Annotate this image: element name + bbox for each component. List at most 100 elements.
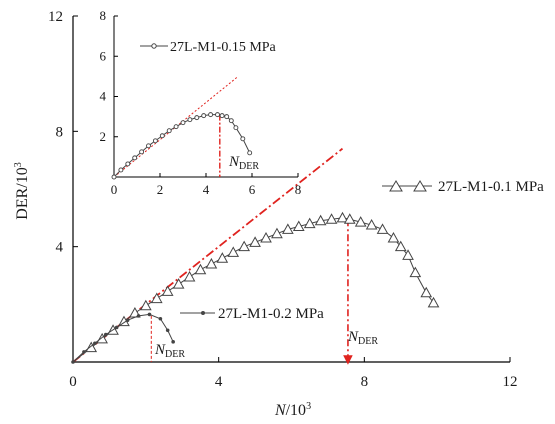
series-0-15-mpa xyxy=(111,112,253,180)
x-axis-title-exp: 3 xyxy=(306,401,311,412)
series-0-1-mpa-point xyxy=(282,223,294,234)
series-0-2-mpa-point xyxy=(125,318,130,322)
series-0-1-mpa-point xyxy=(161,285,174,296)
series-0-1-mpa-point xyxy=(409,266,422,278)
series-0-15-mpa-point xyxy=(233,125,239,131)
legend-triangle-marker xyxy=(413,180,427,192)
series-0-2-mpa xyxy=(71,312,175,364)
legend-0-15-mpa: 27L-M1-0.15 MPa xyxy=(140,40,277,55)
series-0-1-mpa-point xyxy=(314,214,327,226)
n-der-main-sub: DER xyxy=(358,336,378,347)
series-0-15-mpa-point xyxy=(219,113,225,119)
main-ticks: 0 4 8 12 4 8 12 xyxy=(48,9,518,390)
series-0-1-mpa-point xyxy=(205,257,218,269)
inset-x-tick-label: 2 xyxy=(157,182,164,197)
inset-x-tick-label: 4 xyxy=(203,182,210,197)
series-0-2-mpa-point xyxy=(82,350,86,354)
series-0-15-mpa-line xyxy=(113,114,251,178)
series-0-1-mpa-point xyxy=(387,231,400,243)
y-tick-label: 12 xyxy=(48,9,63,25)
legend-dot-marker xyxy=(201,311,205,315)
x-axis-title-unit: /10 xyxy=(286,402,306,419)
series-0-1-mpa-point xyxy=(271,227,283,239)
svg-text:DER/103: DER/103 xyxy=(13,162,31,219)
series-0-1-mpa-point xyxy=(303,217,316,229)
series-0-15-mpa-point xyxy=(139,149,145,155)
y-axis-title-exp: 3 xyxy=(13,162,24,167)
n-der-main-var: N xyxy=(347,329,359,345)
x-tick-label: 12 xyxy=(503,374,518,390)
series-0-1-mpa-point xyxy=(216,252,229,263)
series-0-1-mpa-point xyxy=(194,263,207,275)
y-axis-title: DER/103 xyxy=(13,162,31,219)
legend-label-0-15-mpa: 27L-M1-0.15 MPa xyxy=(170,40,277,55)
series-0-15-mpa-point xyxy=(125,161,131,167)
n-der-annotation-small: NDER xyxy=(154,342,185,360)
series-0-15-mpa-point xyxy=(111,174,117,180)
series-0-1-mpa-point xyxy=(96,332,108,344)
y-tick-label: 8 xyxy=(56,124,64,140)
series-0-15-mpa-point xyxy=(173,124,179,130)
legend-label-0-2-mpa: 27L-M1-0.2 MPa xyxy=(218,306,324,322)
series-0-1-mpa-point xyxy=(354,216,367,227)
series-0-2-mpa-point xyxy=(71,360,75,364)
n-der-annotation-inset: NDER xyxy=(228,154,259,172)
series-0-1-mpa-point xyxy=(402,249,414,260)
inset-x-tick-label: 6 xyxy=(249,182,256,197)
inset-x-tick-label: 8 xyxy=(295,182,302,197)
series-0-15-mpa-point xyxy=(152,138,158,144)
inset-y-tick-label: 2 xyxy=(100,129,107,144)
series-0-1-mpa-line xyxy=(72,217,434,363)
series-0-1-mpa-point xyxy=(336,211,349,223)
series-0-1-mpa-point xyxy=(376,223,389,234)
legend-circle-marker xyxy=(151,43,157,49)
x-tick-label: 0 xyxy=(69,374,77,390)
series-0-1-mpa-point xyxy=(139,299,152,311)
series-0-1-mpa-point xyxy=(183,270,196,282)
series-0-15-mpa-point xyxy=(180,120,186,126)
series-0-15-mpa-point xyxy=(159,133,165,139)
series-0-1-mpa-point xyxy=(238,240,251,252)
series-0-1-mpa-point xyxy=(227,246,240,257)
inset-y-tick-label: 8 xyxy=(100,8,107,23)
series-0-15-mpa-point xyxy=(208,112,214,118)
legend-triangle-marker xyxy=(389,180,403,192)
x-tick-label: 4 xyxy=(215,374,223,390)
series-0-15-mpa-point xyxy=(224,114,230,120)
inset-x-tick-label: 0 xyxy=(111,182,118,197)
series-0-2-mpa-point xyxy=(114,325,119,330)
x-axis-title: N/103 xyxy=(274,401,311,419)
series-0-2-mpa-point xyxy=(158,316,163,321)
series-0-15-mpa-point xyxy=(228,118,234,124)
series-0-1-mpa-point xyxy=(394,240,407,252)
legend-0-2-mpa: 27L-M1-0.2 MPa xyxy=(180,306,324,322)
y-axis-title-main: DER/10 xyxy=(14,167,31,219)
series-0-1-mpa-point xyxy=(427,296,440,308)
series-0-1-mpa-point xyxy=(260,231,272,243)
n-der-small-sub: DER xyxy=(165,349,185,360)
series-0-1-mpa-point xyxy=(249,236,261,247)
series-0-1-mpa-point xyxy=(420,286,433,298)
series-0-15-mpa-point xyxy=(215,112,220,118)
n-der-small-var: N xyxy=(154,342,166,358)
series-0-1-mpa xyxy=(72,211,440,363)
series-0-1-mpa-point xyxy=(325,213,338,224)
inset-fit-dotted-line xyxy=(113,75,239,178)
y-tick-label: 4 xyxy=(56,240,64,256)
legend-label-0-1-mpa: 27L-M1-0.1 MPa xyxy=(438,179,544,195)
x-axis-title-var: N xyxy=(274,402,287,419)
series-0-1-mpa-point xyxy=(343,213,356,224)
series-0-1-mpa-point xyxy=(150,292,163,304)
series-0-15-mpa-point xyxy=(201,113,207,119)
n-der-inset-var: N xyxy=(228,154,240,170)
series-0-1-mpa-point xyxy=(292,220,305,231)
series-0-2-mpa-point xyxy=(93,341,97,346)
n-der-annotation-main: NDER xyxy=(347,329,378,347)
series-0-2-mpa-point xyxy=(165,328,170,333)
main-axes xyxy=(72,16,510,363)
series-0-15-mpa-point xyxy=(132,155,138,161)
series-0-15-mpa-point xyxy=(247,150,253,156)
n-der-inset-sub: DER xyxy=(239,161,259,172)
series-0-15-mpa-point xyxy=(166,128,172,134)
